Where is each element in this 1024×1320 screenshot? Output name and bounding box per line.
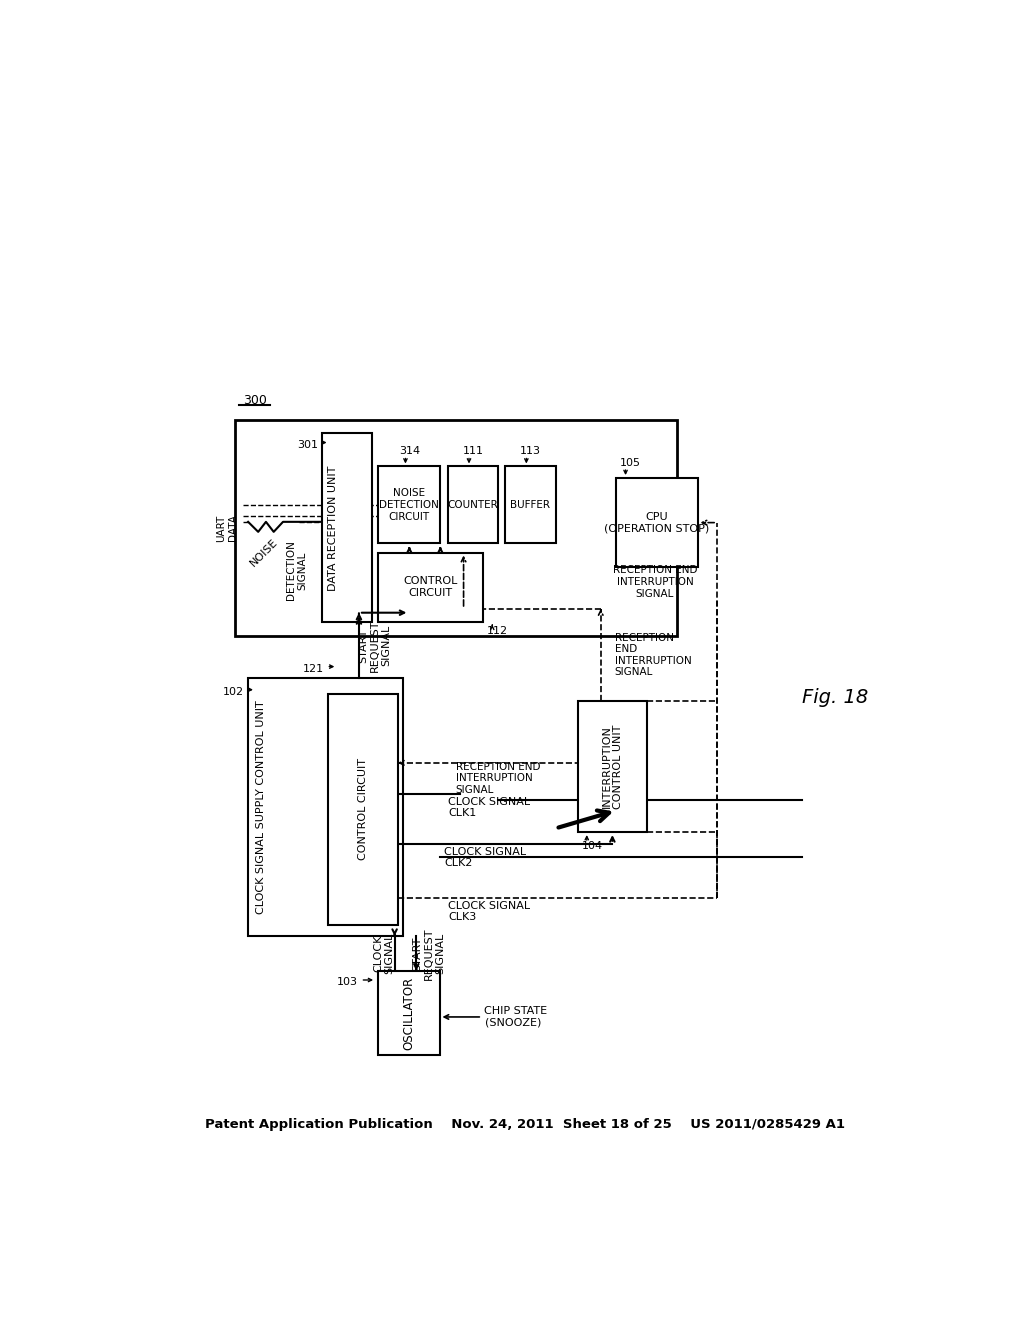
Text: DETECTION
SIGNAL: DETECTION SIGNAL	[286, 540, 308, 601]
Bar	[322, 433, 372, 622]
Bar	[378, 466, 440, 544]
Text: OSCILLATOR: OSCILLATOR	[402, 977, 415, 1049]
Bar	[248, 678, 403, 936]
Text: RECEPTION END
INTERRUPTION
SIGNAL: RECEPTION END INTERRUPTION SIGNAL	[456, 762, 541, 795]
Text: START
REQUEST
SIGNAL: START REQUEST SIGNAL	[357, 619, 391, 672]
Text: CLOCK SIGNAL
CLK2: CLOCK SIGNAL CLK2	[444, 846, 526, 869]
Text: CONTROL
CIRCUIT: CONTROL CIRCUIT	[403, 577, 458, 598]
Text: 112: 112	[486, 626, 508, 636]
Text: 105: 105	[621, 458, 641, 467]
Text: NOISE
DETECTION
CIRCUIT: NOISE DETECTION CIRCUIT	[379, 488, 439, 521]
Text: 121: 121	[303, 664, 324, 675]
Text: CLOCK SIGNAL SUPPLY CONTROL UNIT: CLOCK SIGNAL SUPPLY CONTROL UNIT	[256, 701, 265, 915]
Text: 314: 314	[398, 446, 420, 455]
Text: UART
DATA: UART DATA	[216, 515, 238, 541]
Bar	[378, 970, 439, 1056]
Text: CONTROL CIRCUIT: CONTROL CIRCUIT	[357, 758, 368, 861]
Text: 300: 300	[243, 395, 266, 408]
Text: CLOCK SIGNAL
CLK3: CLOCK SIGNAL CLK3	[449, 900, 530, 923]
Text: RECEPTION END
INTERRUPTION
SIGNAL: RECEPTION END INTERRUPTION SIGNAL	[612, 565, 697, 598]
Bar	[506, 466, 556, 544]
Text: NOISE: NOISE	[248, 537, 280, 569]
Bar	[378, 553, 483, 622]
Text: COUNTER: COUNTER	[447, 500, 499, 510]
Text: START
REQUEST
SIGNAL: START REQUEST SIGNAL	[412, 928, 445, 979]
Text: 103: 103	[337, 977, 357, 987]
Text: 102: 102	[223, 686, 245, 697]
Text: DATA RECEPTION UNIT: DATA RECEPTION UNIT	[328, 466, 338, 590]
Text: BUFFER: BUFFER	[510, 500, 550, 510]
Text: 113: 113	[520, 446, 541, 455]
Text: INTERRUPTION
CONTROL UNIT: INTERRUPTION CONTROL UNIT	[601, 725, 624, 809]
Text: 301: 301	[297, 440, 317, 450]
Bar	[234, 420, 677, 636]
Bar	[616, 478, 697, 566]
Text: CLOCK SIGNAL
CLK1: CLOCK SIGNAL CLK1	[449, 797, 530, 818]
Bar	[328, 693, 397, 924]
Text: 111: 111	[463, 446, 483, 455]
Text: CHIP STATE
(SNOOZE): CHIP STATE (SNOOZE)	[484, 1006, 548, 1028]
Text: CLOCK
SIGNAL: CLOCK SIGNAL	[373, 933, 394, 974]
Text: RECEPTION
END
INTERRUPTION
SIGNAL: RECEPTION END INTERRUPTION SIGNAL	[614, 632, 691, 677]
Bar	[578, 701, 647, 832]
Text: 104: 104	[582, 841, 602, 851]
Text: Fig. 18: Fig. 18	[802, 688, 868, 708]
Bar	[449, 466, 499, 544]
Text: Patent Application Publication    Nov. 24, 2011  Sheet 18 of 25    US 2011/02854: Patent Application Publication Nov. 24, …	[205, 1118, 845, 1131]
Text: CPU
(OPERATION STOP): CPU (OPERATION STOP)	[604, 512, 710, 533]
